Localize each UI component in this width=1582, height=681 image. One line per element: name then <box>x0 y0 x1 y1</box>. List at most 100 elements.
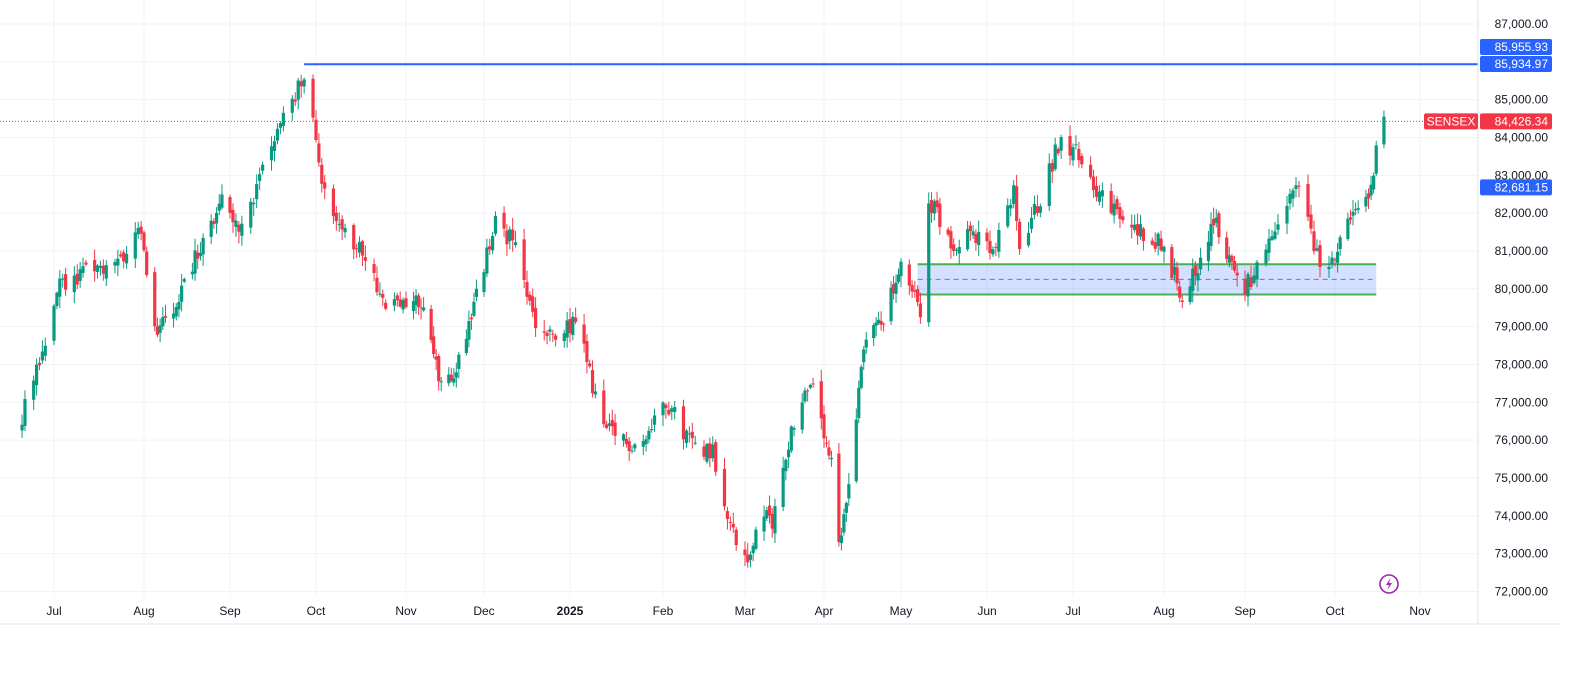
candle-179 <box>728 516 732 531</box>
candle-105 <box>437 354 441 391</box>
candle-36 <box>163 304 168 324</box>
candle-270 <box>1077 142 1081 168</box>
candle-97 <box>411 291 416 320</box>
candle-199 <box>806 388 810 402</box>
candle-34 <box>158 318 162 343</box>
candle-139 <box>568 308 572 343</box>
candle-191 <box>773 498 777 544</box>
candle-272 <box>1089 156 1093 180</box>
price-tick-label: 83,000.00 <box>1495 168 1549 182</box>
price-badge-line: 85,934.97 <box>1480 56 1552 72</box>
candle-226 <box>899 258 903 288</box>
candle-247 <box>985 228 989 251</box>
candle-248 <box>988 230 992 260</box>
candle-331 <box>1318 240 1322 278</box>
candle-163 <box>664 402 668 419</box>
candle-93 <box>395 292 399 307</box>
candle-292 <box>1170 243 1174 280</box>
candle-52 <box>228 194 232 219</box>
candle-130 <box>531 288 535 318</box>
candle-94 <box>398 291 402 308</box>
time-tick-label: Jul <box>1065 604 1080 618</box>
candle-241 <box>957 239 961 265</box>
time-tick-label: Sep <box>1234 604 1256 618</box>
candle-313 <box>1246 271 1250 307</box>
candle-242 <box>965 220 970 252</box>
candle-136 <box>554 333 558 347</box>
last-price-badge: SENSEX 84,426.34 <box>1424 113 1552 130</box>
candle-172 <box>702 440 706 461</box>
candle-338 <box>1348 209 1353 225</box>
candle-298 <box>1191 258 1195 303</box>
candle-68 <box>293 92 297 107</box>
candle-246 <box>977 220 981 257</box>
candle-244 <box>971 225 975 239</box>
candle-249 <box>991 246 995 257</box>
candle-238 <box>949 225 953 259</box>
candle-59 <box>255 174 259 209</box>
time-tick-label: Jun <box>977 604 996 618</box>
candle-116 <box>474 279 479 302</box>
flash-icon[interactable] <box>1379 574 1399 594</box>
time-axis[interactable]: Jul Aug Sep Oct Nov Dec 2025 Feb Mar Apr May Jun Jul… <box>0 604 1560 625</box>
price-range-rectangle[interactable] <box>917 263 1377 296</box>
candle-318 <box>1267 229 1271 262</box>
candle-112 <box>464 329 468 356</box>
candle-3 <box>34 358 39 396</box>
candle-204 <box>824 436 829 448</box>
candle-42 <box>190 262 194 280</box>
candle-278 <box>1112 194 1116 224</box>
candle-114 <box>469 313 474 331</box>
candle-211 <box>847 472 851 507</box>
candle-285 <box>1138 214 1143 240</box>
candle-17 <box>93 249 97 282</box>
candle-24 <box>119 250 123 259</box>
candle-64 <box>275 123 280 145</box>
grid-lines <box>0 0 1478 597</box>
candle-167 <box>681 399 686 450</box>
price-tick-label: 80,000.00 <box>1495 282 1549 296</box>
candle-190 <box>770 508 774 538</box>
candle-240 <box>954 247 959 256</box>
candle-49 <box>214 207 219 234</box>
candle-303 <box>1209 212 1213 252</box>
candle-95 <box>401 297 405 314</box>
candle-90 <box>381 289 385 307</box>
candle-153 <box>624 431 628 448</box>
candle-83 <box>355 243 359 259</box>
candle-327 <box>1306 174 1310 222</box>
candle-205 <box>827 440 831 460</box>
candle-317 <box>1264 243 1268 267</box>
candle-289 <box>1156 232 1160 256</box>
price-axis[interactable]: 87,000.0086,000.0085,000.0084,000.0083,0… <box>1477 0 1549 624</box>
candle-1 <box>23 390 27 432</box>
candle-8 <box>55 291 59 310</box>
candle-13 <box>75 264 79 290</box>
candle-221 <box>882 322 886 332</box>
candle-131 <box>534 297 538 337</box>
candle-217 <box>872 323 876 347</box>
candle-300 <box>1196 264 1200 292</box>
last-price-value-box <box>1480 113 1552 130</box>
candle-213 <box>857 380 861 424</box>
candle-181 <box>734 527 738 551</box>
candle-279 <box>1115 196 1119 215</box>
candle-19 <box>98 260 103 276</box>
time-tick-label: 2025 <box>557 604 584 618</box>
candle-43 <box>193 238 197 281</box>
candle-25 <box>122 249 126 269</box>
candle-326 <box>1297 180 1301 198</box>
candle-164 <box>667 401 671 417</box>
candle-266 <box>1059 134 1063 159</box>
candle-224 <box>894 274 898 303</box>
candle-141 <box>574 307 578 325</box>
candle-67 <box>290 95 294 121</box>
candle-98 <box>414 289 418 314</box>
candle-215 <box>862 346 866 371</box>
candle-37 <box>171 302 176 328</box>
candle-100 <box>419 298 423 320</box>
candle-312 <box>1243 270 1247 302</box>
candle-324 <box>1291 187 1295 208</box>
candle-228 <box>910 280 914 299</box>
